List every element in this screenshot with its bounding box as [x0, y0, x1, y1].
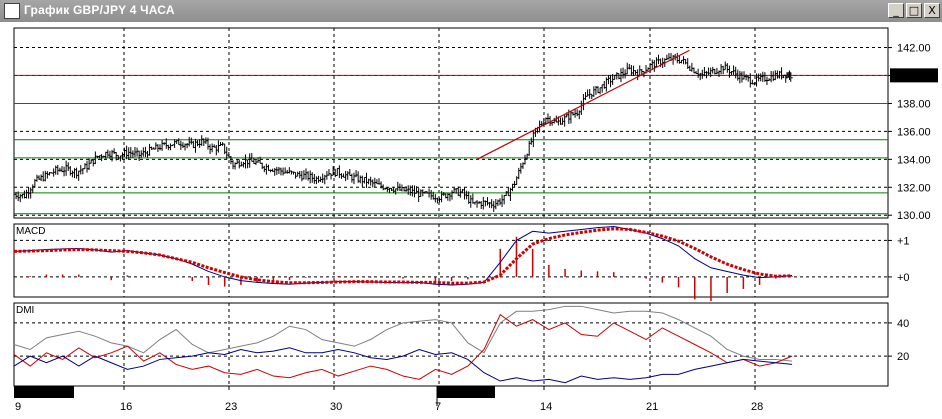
dmi-plus-line: [13, 313, 793, 380]
macd-tick-label-0: +1: [897, 235, 910, 247]
price-tick-label-0: 142.00: [897, 43, 931, 55]
window-title: График GBP/JPY 4 ЧАСА: [24, 3, 175, 17]
price-bars-group: [13, 52, 793, 212]
chart-app-icon: [4, 3, 20, 19]
macd-tick-label-1: +0: [897, 272, 910, 284]
dmi-panel-title: DMI: [16, 305, 34, 316]
dmi-tick-label-1: 20: [897, 351, 909, 363]
current-price-badge: [890, 68, 938, 83]
dmi-minus-line: [13, 347, 793, 384]
window-titlebar[interactable]: График GBP/JPY 4 ЧАСА _ □ X: [0, 0, 942, 22]
x-tick-label-2: 23: [225, 401, 237, 413]
price-panel-frame: [13, 27, 889, 219]
chart-window[interactable]: 142.00140.00138.00136.00134.00132.00130.…: [0, 22, 942, 419]
x-tick-label-6: 21: [646, 401, 658, 413]
dmi-tick-label-0: 40: [897, 318, 909, 330]
x-tick-label-4: 7: [435, 401, 441, 413]
macd-panel-frame: [13, 223, 889, 298]
month-label-1: Окт 2019: [441, 387, 487, 399]
close-button[interactable]: X: [924, 3, 940, 18]
x-tick-label-1: 16: [120, 401, 132, 413]
minimize-button[interactable]: _: [888, 3, 904, 18]
chart-svg: 142.00140.00138.00136.00134.00132.00130.…: [13, 27, 938, 413]
dmi-adx-line: [13, 305, 793, 362]
maximize-button[interactable]: □: [906, 3, 922, 18]
x-tick-label-3: 30: [330, 401, 342, 413]
price-tick-label-5: 132.00: [897, 182, 931, 194]
trend-line: [476, 49, 690, 160]
dmi-panel-frame: [13, 302, 889, 387]
x-tick-label-5: 14: [540, 401, 552, 413]
price-tick-label-3: 136.00: [897, 126, 931, 138]
price-tick-label-2: 138.00: [897, 98, 931, 110]
month-badge-1: [437, 386, 495, 398]
month-label-0: Сен 2019: [18, 387, 66, 399]
macd-signal-line: [13, 227, 793, 285]
macd-panel-title: MACD: [16, 226, 45, 237]
x-tick-label-7: 28: [751, 401, 763, 413]
current-price-label: 140.01: [897, 70, 931, 82]
month-badge-0: [14, 386, 74, 398]
price-tick-label-6: 130.00: [897, 210, 931, 222]
x-tick-label-0: 9: [15, 401, 21, 413]
price-tick-label-4: 134.00: [897, 154, 931, 166]
